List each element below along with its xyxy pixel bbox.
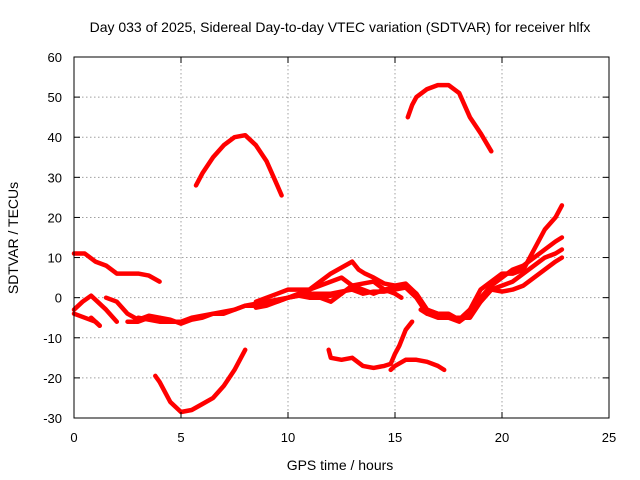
x-tick-label: 10 — [281, 430, 295, 445]
series-arc-13 — [418, 235, 565, 322]
x-tick-label: 20 — [495, 430, 509, 445]
series-arc-14 — [326, 319, 415, 371]
y-tick-label: -10 — [43, 331, 62, 346]
x-axis-label: GPS time / hours — [287, 457, 394, 473]
series-arc-16 — [405, 82, 494, 154]
chart-title: Day 033 of 2025, Sidereal Day-to-day VTE… — [90, 19, 591, 35]
y-tick-label: 20 — [48, 210, 62, 225]
x-tick-label: 15 — [388, 430, 402, 445]
series-arc-8 — [153, 347, 248, 415]
plot-frame — [73, 56, 610, 419]
series-arc-9 — [193, 132, 284, 198]
y-tick-label: 40 — [48, 130, 62, 145]
y-tick-label: 0 — [55, 291, 62, 306]
x-tick-label: 25 — [602, 430, 616, 445]
axis-ticks: 0 5 10 15 20 25 -30 -20 -10 0 10 20 30 40 50 60 — [43, 50, 616, 445]
y-tick-label: 10 — [48, 251, 62, 266]
series-arc-15 — [388, 357, 447, 373]
series-arc-10 — [253, 203, 565, 322]
x-tick-label: 5 — [177, 430, 184, 445]
y-tick-label: 30 — [48, 170, 62, 185]
series-arc-11 — [253, 291, 344, 310]
y-tick-label: 60 — [48, 50, 62, 65]
series-arc-2 — [71, 293, 120, 324]
series-arc-1 — [71, 251, 162, 284]
series-arc-7 — [125, 247, 565, 326]
y-tick-label: 50 — [48, 90, 62, 105]
series-arc-4 — [88, 315, 102, 328]
series-arc-12 — [317, 279, 404, 304]
grid — [74, 57, 609, 418]
y-tick-label: -20 — [43, 371, 62, 386]
x-tick-label: 0 — [70, 430, 77, 445]
y-axis-label: SDTVAR / TECUs — [5, 182, 21, 294]
series-group — [71, 82, 565, 415]
y-tick-label: -30 — [43, 411, 62, 426]
